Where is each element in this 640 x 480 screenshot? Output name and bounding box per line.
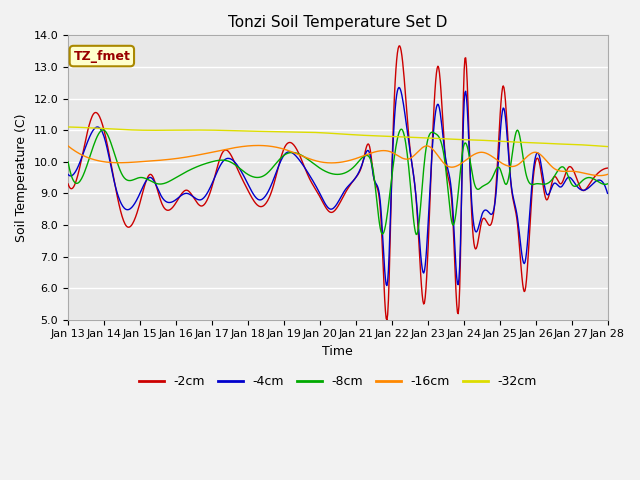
Legend: -2cm, -4cm, -8cm, -16cm, -32cm: -2cm, -4cm, -8cm, -16cm, -32cm [134, 370, 542, 393]
X-axis label: Time: Time [323, 345, 353, 358]
Y-axis label: Soil Temperature (C): Soil Temperature (C) [15, 113, 28, 242]
Text: TZ_fmet: TZ_fmet [74, 49, 131, 62]
Title: Tonzi Soil Temperature Set D: Tonzi Soil Temperature Set D [228, 15, 447, 30]
